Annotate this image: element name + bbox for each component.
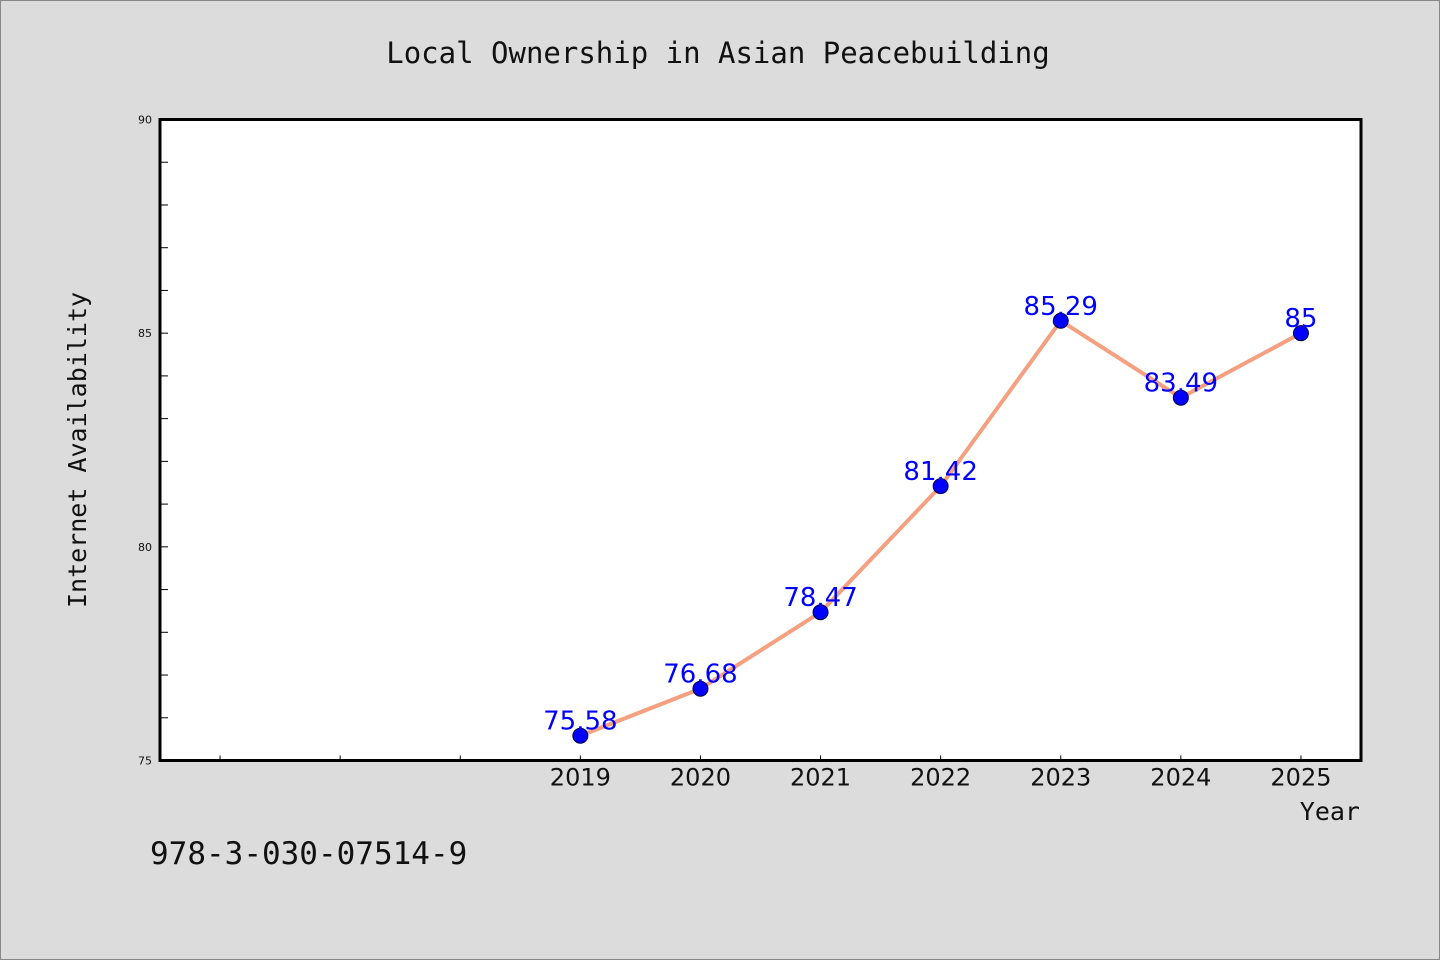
x-tick-label: 2022 [910, 764, 971, 792]
data-label: 78.47 [783, 583, 857, 613]
x-tick-label: 2023 [1030, 764, 1091, 792]
data-label: 83.49 [1144, 369, 1218, 399]
x-axis-label: Year [1300, 797, 1360, 826]
x-axis: 2019 2020 2021 2022 2023 2024 2025 [219, 755, 1331, 792]
y-tick-label: 75 [138, 755, 152, 768]
data-label: 85.29 [1024, 292, 1098, 322]
data-label: 85 [1284, 304, 1317, 334]
data-point [1052, 312, 1069, 329]
plot-area [158, 118, 1363, 762]
data-label: 76.68 [663, 660, 737, 690]
data-point [1292, 325, 1309, 342]
x-tick-label: 2025 [1270, 764, 1331, 792]
data-point [812, 604, 829, 621]
chart-title: Local Ownership in Asian Peacebuilding [386, 36, 1049, 70]
x-tick-label: 2024 [1150, 764, 1211, 792]
y-tick-label: 80 [138, 541, 152, 554]
data-labels: 75.58 76.68 78.47 81.42 85.29 83.49 85 [543, 292, 1317, 737]
y-tick-label: 90 [138, 114, 152, 127]
y-axis-label: Internet Availability [63, 292, 92, 608]
isbn-text: 978-3-030-07514-9 [150, 836, 467, 872]
data-label: 81.42 [903, 457, 977, 487]
data-point [1172, 389, 1189, 406]
x-tick-label: 2020 [670, 764, 731, 792]
data-point [692, 680, 709, 697]
data-label: 75.58 [543, 707, 617, 737]
x-tick-label: 2019 [550, 764, 611, 792]
data-point [572, 727, 589, 744]
y-tick-label: 85 [138, 327, 152, 340]
y-axis: 75 80 85 90 [138, 114, 168, 768]
data-point [932, 478, 949, 495]
x-tick-label: 2021 [790, 764, 851, 792]
series-markers [572, 312, 1309, 744]
